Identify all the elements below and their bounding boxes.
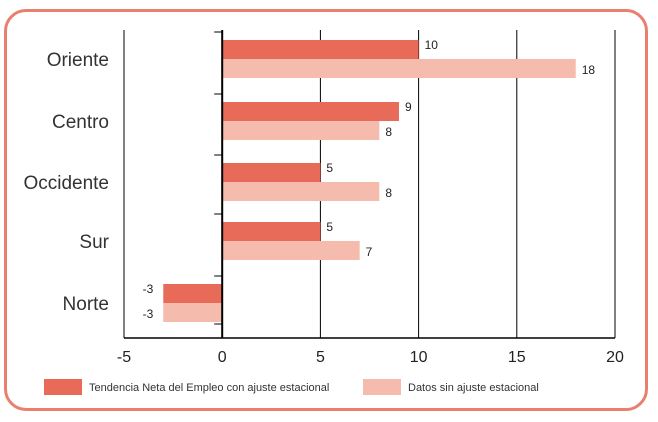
x-tick-label: 0 [218,349,227,366]
category-label: Centro [52,112,109,133]
bar-unadjusted [222,182,380,201]
bar-adjusted [222,163,321,182]
legend-swatch-adjusted [44,379,82,395]
x-tick-label: 20 [606,349,624,366]
bar-adjusted [222,222,321,241]
x-tick-label: -5 [117,349,131,366]
data-label: 7 [366,245,373,259]
category-label: Sur [79,232,109,253]
data-label: 5 [326,220,333,234]
data-label: 5 [326,161,333,175]
data-label: 18 [582,63,596,77]
data-label: -3 [143,282,154,296]
bar-adjusted [163,284,223,303]
bar-unadjusted [222,59,576,78]
bar-adjusted [222,102,399,121]
x-tick-label: 5 [316,349,325,366]
data-label: 8 [385,186,392,200]
legend-swatch-unadjusted [363,379,401,395]
bar-adjusted [222,40,419,59]
category-label: Oriente [47,50,109,71]
legend-label-adjusted: Tendencia Neta del Empleo con ajuste est… [89,382,329,394]
data-label: 8 [385,125,392,139]
category-label: Occidente [23,173,109,194]
bar-unadjusted [163,303,223,322]
data-label: 10 [425,38,439,52]
category-label: Norte [63,294,109,315]
x-tick-label: 15 [508,349,526,366]
data-label: 9 [405,100,412,114]
data-label: -3 [143,307,154,321]
bar-unadjusted [222,241,360,260]
bar-unadjusted [222,121,380,140]
x-tick-label: 10 [410,349,428,366]
legend-label-unadjusted: Datos sin ajuste estacional [408,382,539,394]
